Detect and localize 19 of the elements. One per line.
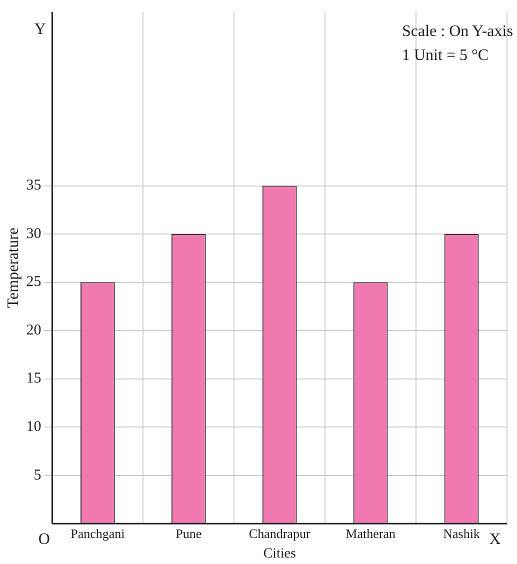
- y-tick-label: 10: [26, 419, 42, 436]
- x-tick-label: Nashik: [443, 526, 480, 541]
- text: Y: [34, 21, 46, 38]
- y-tick-label: 15: [26, 370, 42, 387]
- y-tick-label: 30: [26, 226, 42, 242]
- x-tick-label: Pune: [176, 526, 202, 541]
- annotation: Scale : On Y-axis: [402, 23, 513, 40]
- y-tick-label: 5: [34, 467, 42, 484]
- y-tick-label: 25: [26, 274, 42, 290]
- x-axis-title: Cities: [263, 546, 296, 562]
- x-tick-label: Chandrapur: [248, 526, 311, 541]
- y-tick-label: 20: [26, 322, 42, 338]
- x-tick-label: Panchgani: [70, 526, 126, 541]
- y-axis-title: Temperature: [4, 227, 22, 308]
- text: X: [489, 530, 502, 548]
- y-tick-label: 35: [26, 178, 42, 194]
- annotation: 1 Unit = 5 °C: [402, 47, 489, 64]
- text: O: [38, 530, 50, 548]
- x-tick-label: Matheran: [346, 526, 396, 541]
